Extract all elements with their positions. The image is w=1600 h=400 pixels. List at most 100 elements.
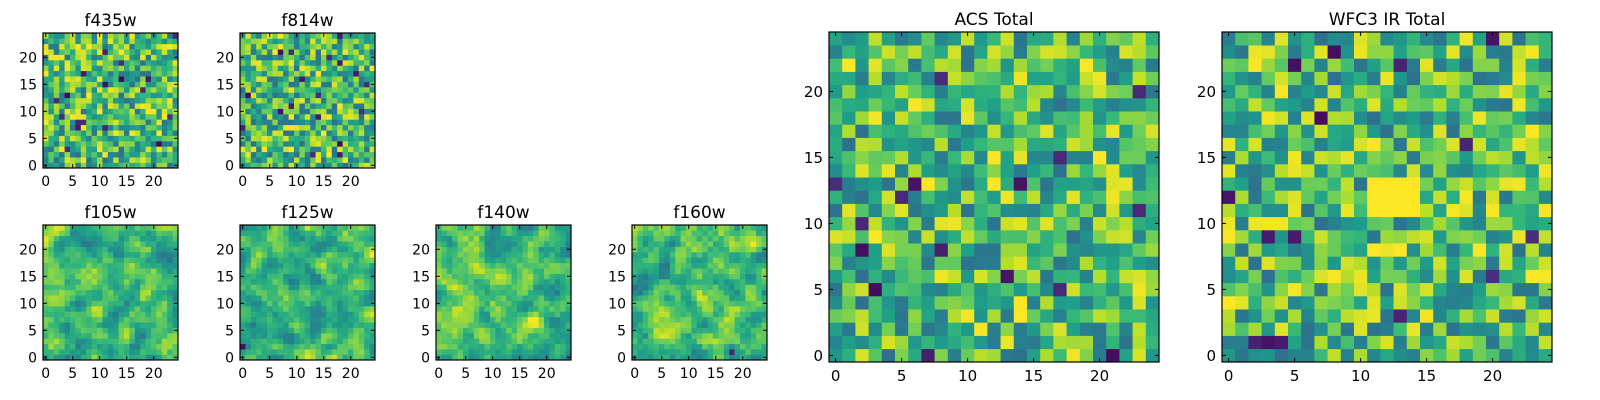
heatmap-cell (1040, 269, 1054, 284)
heatmap-cell (934, 84, 949, 99)
heatmap-cell (113, 141, 119, 147)
heatmap-cell (761, 262, 768, 269)
heatmap-cell (129, 141, 136, 147)
heatmap-cell (59, 162, 65, 169)
y-tick-label: 0 (617, 350, 626, 366)
heatmap-cell (342, 162, 349, 169)
heatmap-cell (1013, 164, 1028, 178)
heatmap-cell (240, 65, 246, 72)
heatmap-cell (294, 343, 300, 350)
heatmap-cell (713, 235, 719, 242)
y-tick-label: 10 (412, 296, 430, 312)
heatmap-cell (565, 257, 572, 264)
heatmap-cell (315, 225, 322, 231)
heatmap-cell (441, 333, 448, 339)
heatmap-cell (1079, 309, 1094, 323)
heatmap-cell (91, 162, 98, 169)
heatmap-cell (484, 262, 491, 269)
heatmap-cell (272, 289, 279, 296)
heatmap-cell (64, 225, 71, 231)
chart-title: f140w (477, 203, 529, 223)
heatmap-cell (1093, 45, 1107, 59)
heatmap-cell (1499, 256, 1513, 270)
heatmap-cell (446, 225, 453, 231)
heatmap-cell (549, 241, 556, 247)
heatmap-cell (59, 76, 65, 82)
heatmap-cell (637, 333, 644, 339)
heatmap-cell (718, 338, 725, 345)
heatmap-cell (299, 65, 306, 72)
heatmap-cell (702, 268, 708, 274)
heatmap-cell (102, 54, 109, 61)
heatmap-cell (829, 230, 843, 244)
heatmap-cell (895, 230, 909, 244)
heatmap-cell (1013, 71, 1028, 86)
heatmap-cell (1066, 137, 1081, 152)
heatmap-cell (364, 289, 370, 296)
heatmap-cell (961, 32, 975, 46)
heatmap-cell (637, 295, 644, 301)
heatmap-cell (97, 65, 103, 72)
heatmap-cell (326, 70, 333, 77)
heatmap-cell (59, 108, 65, 115)
heatmap-cell (1000, 150, 1015, 165)
heatmap-cell (326, 246, 333, 253)
heatmap-cell (527, 311, 534, 318)
heatmap-cell (304, 354, 311, 361)
heatmap-cell (53, 130, 60, 136)
heatmap-cell (75, 108, 82, 115)
heatmap-cell (48, 279, 55, 285)
heatmap-cell (987, 335, 1001, 350)
heatmap-cell (1327, 203, 1342, 218)
heatmap-cell (1040, 177, 1054, 191)
heatmap-cell (288, 246, 295, 253)
heatmap-cell (107, 130, 114, 136)
heatmap-cell (1132, 256, 1147, 270)
heatmap-cell (256, 146, 262, 153)
heatmap-cell (364, 241, 370, 247)
heatmap-cell (331, 54, 338, 61)
heatmap-cell (124, 60, 130, 66)
heatmap-cell (1079, 58, 1094, 72)
heatmap-cell (842, 203, 856, 218)
heatmap-cell (761, 343, 768, 350)
heatmap-cell (669, 262, 676, 269)
heatmap-cell (113, 354, 119, 361)
heatmap-cell (436, 316, 442, 323)
heatmap-cell (560, 322, 566, 328)
heatmap-cell (1013, 309, 1028, 323)
heatmap-cell (240, 295, 246, 301)
heatmap-cell (326, 295, 333, 301)
heatmap-cell (59, 92, 65, 99)
heatmap-cell (331, 235, 338, 242)
heatmap-cell (1040, 111, 1054, 125)
heatmap-cell (506, 322, 512, 328)
heatmap-cell (315, 241, 322, 247)
heatmap-cell (369, 322, 376, 328)
heatmap-cell (353, 257, 360, 264)
heatmap-cell (895, 98, 909, 112)
heatmap-cell (463, 241, 469, 247)
heatmap-cell (342, 300, 349, 307)
heatmap-cell (659, 268, 665, 274)
heatmap-cell (167, 162, 173, 169)
y-tick-label: 20 (19, 242, 37, 258)
heatmap-cell (277, 157, 284, 163)
heatmap-cell (495, 273, 502, 280)
heatmap-cell (756, 273, 762, 280)
heatmap-cell (560, 257, 566, 264)
heatmap-cell (463, 289, 469, 296)
heatmap-cell (517, 316, 523, 323)
heatmap-cell (364, 65, 370, 72)
heatmap-cell (283, 49, 289, 55)
heatmap-cell (272, 108, 279, 115)
heatmap-cell (129, 311, 136, 318)
heatmap-cell (118, 225, 125, 231)
heatmap-cell (277, 289, 284, 296)
heatmap-cell (653, 295, 660, 301)
heatmap-cell (1354, 243, 1368, 257)
heatmap-cell (855, 58, 869, 72)
heatmap-cell (294, 241, 300, 247)
heatmap-cell (59, 81, 65, 88)
heatmap-cell (288, 157, 295, 163)
